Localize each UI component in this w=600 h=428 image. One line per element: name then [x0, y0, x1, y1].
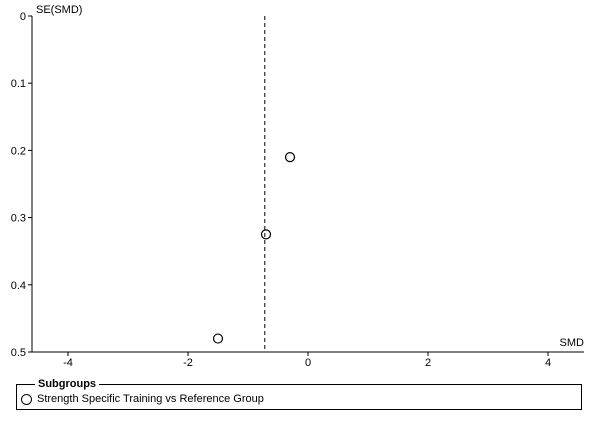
- x-tick-label: -2: [183, 357, 193, 369]
- data-points: [212, 152, 296, 344]
- x-tick-label: 0: [305, 357, 311, 369]
- y-axis-label: SE(SMD): [36, 4, 82, 16]
- y-tick-label: 0.2: [11, 145, 26, 157]
- x-axis-label: SMD: [560, 337, 585, 349]
- subgroups-legend: Subgroups Strength Specific Training vs …: [16, 377, 582, 410]
- data-point: [284, 152, 296, 163]
- y-tick-label: 0: [20, 11, 26, 23]
- y-tick-label: 0.1: [11, 78, 26, 90]
- x-tick-label: 2: [425, 357, 431, 369]
- x-tick-label: -4: [63, 357, 73, 369]
- funnel-plot: 0 0.1 0.2 0.3 0.4 0.5 -4 -2 0 2 4 SE(SMD) SMD: [11, 4, 585, 369]
- x-tick-label: 4: [545, 357, 551, 369]
- open-circle-marker-icon: [21, 393, 32, 405]
- axes: 0 0.1 0.2 0.3 0.4 0.5 -4 -2 0 2 4: [11, 11, 584, 369]
- legend-item: Strength Specific Training vs Reference …: [21, 392, 264, 406]
- y-tick-label: 0.4: [11, 280, 26, 292]
- y-tick-label: 0.5: [11, 347, 26, 359]
- legend-item-label: Strength Specific Training vs Reference …: [37, 393, 264, 405]
- data-point: [212, 333, 224, 344]
- data-point: [260, 229, 272, 240]
- legend-title: Subgroups: [35, 377, 100, 391]
- y-tick-label: 0.3: [11, 213, 26, 225]
